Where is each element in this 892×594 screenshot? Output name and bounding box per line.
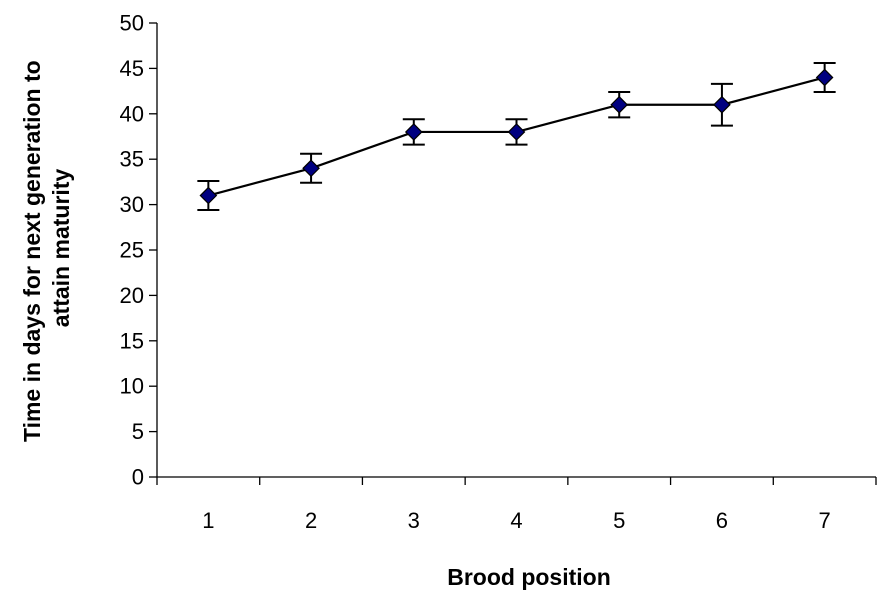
y-tick-label: 50 [120, 11, 144, 36]
y-tick-label: 25 [120, 238, 144, 263]
data-point [199, 186, 218, 205]
x-tick-label: 4 [510, 508, 522, 533]
x-tick-label: 3 [408, 508, 420, 533]
data-point [507, 123, 526, 141]
data-point [713, 95, 731, 114]
chart-ticks [149, 22, 877, 485]
x-tick-label: 6 [716, 508, 728, 533]
y-tick-label: 15 [120, 328, 144, 353]
chart-plot-area [197, 61, 836, 212]
data-point [815, 68, 834, 87]
y-axis-title-line-2: attain maturity [48, 169, 74, 328]
y-tick-label: 0 [132, 465, 144, 490]
y-tick-label: 45 [120, 56, 144, 81]
y-tick-label: 30 [120, 192, 144, 217]
chart-axes [156, 23, 876, 478]
x-tick-label: 7 [819, 508, 831, 533]
y-tick-label: 10 [120, 374, 144, 399]
x-tick-label: 1 [202, 508, 214, 533]
x-tick-label: 5 [613, 508, 625, 533]
y-axis-title-line-1: Time in days for next generation to [19, 60, 45, 442]
x-tick-label: 2 [305, 508, 317, 533]
data-point [610, 95, 629, 114]
y-tick-label: 40 [120, 101, 144, 126]
data-point [404, 123, 423, 141]
x-axis-title: Brood position [447, 564, 611, 590]
y-axis-title: Time in days for next generation to atta… [19, 54, 74, 442]
y-tick-label: 20 [120, 283, 144, 308]
data-point [302, 159, 320, 178]
y-tick-label: 5 [132, 419, 144, 444]
y-tick-label: 35 [120, 147, 144, 172]
